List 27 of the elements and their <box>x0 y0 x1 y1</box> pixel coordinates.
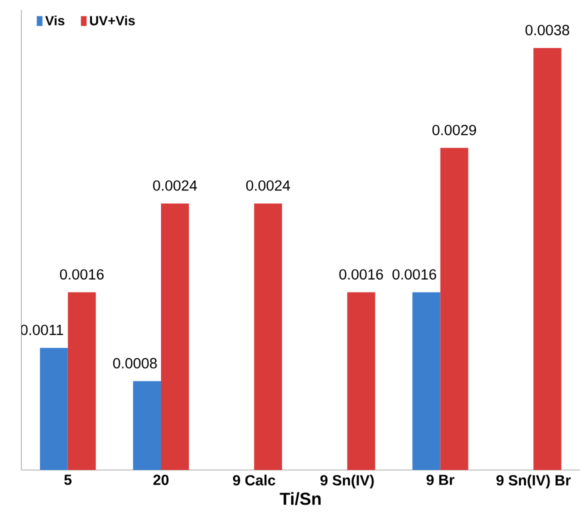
x-tick-label: 9 Sn(IV) <box>320 474 374 488</box>
bar <box>440 148 468 470</box>
x-axis-title: Ti/Sn <box>280 492 321 506</box>
legend-label: UV+Vis <box>90 16 135 26</box>
x-tick-label: 9 Br <box>426 474 454 486</box>
data-label: 0.0008 <box>113 358 157 368</box>
data-label: 0.0011 <box>20 324 64 336</box>
x-tick-label: 20 <box>153 474 169 486</box>
bar <box>347 292 376 470</box>
x-tick-label: 9 Sn(IV) Br <box>496 474 571 488</box>
bar <box>161 203 189 470</box>
legend-label: Vis <box>45 16 64 26</box>
x-tick-label: 9 Calc <box>233 474 276 486</box>
data-label: 0.0024 <box>153 180 197 191</box>
data-label: 0.0016 <box>60 269 104 280</box>
bar <box>40 348 68 470</box>
bar <box>68 292 96 470</box>
bar <box>533 48 562 470</box>
data-label: 0.0024 <box>246 180 290 191</box>
bar <box>412 292 440 470</box>
data-label: 0.0016 <box>339 269 383 280</box>
data-label: 0.0029 <box>432 124 476 136</box>
bar <box>133 381 161 470</box>
bar <box>254 203 282 470</box>
data-label: 0.0038 <box>526 24 570 36</box>
x-tick-label: 5 <box>64 474 72 485</box>
data-label: 0.0016 <box>392 269 436 280</box>
